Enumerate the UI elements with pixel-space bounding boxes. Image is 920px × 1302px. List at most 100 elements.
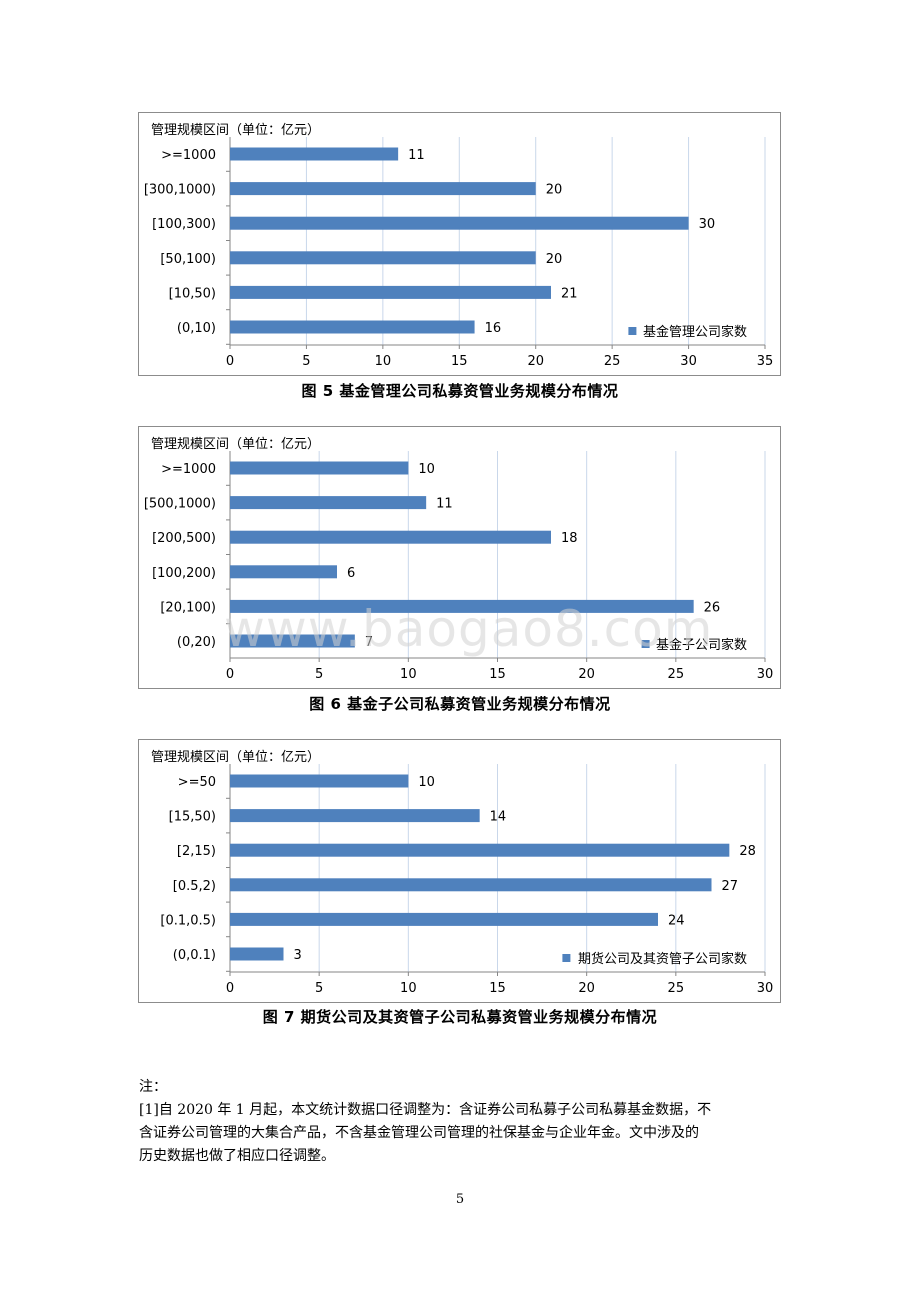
legend-swatch: [641, 640, 650, 648]
page-number: 5: [455, 1192, 465, 1207]
chart-title: 管理规模区间（单位：亿元）: [151, 123, 320, 138]
tick-label: 35: [757, 354, 774, 369]
chart-title: 管理规模区间（单位：亿元）: [151, 750, 320, 765]
notes: 注： [1]自 2020 年 1 月起，本文统计数据口径调整为：含证券公司私募子…: [139, 1076, 782, 1168]
data-label: 16: [485, 321, 502, 336]
tick-label: 25: [668, 667, 685, 682]
category-label: [100,200): [152, 566, 216, 581]
data-label: 24: [668, 913, 685, 928]
category-label: [200,500): [152, 531, 216, 546]
legend-label: 基金子公司家数: [656, 637, 747, 653]
chart-fig7: 管理规模区间（单位：亿元） >=50 10 [15,50) 14 [2,15) 28 [0.5…: [138, 739, 781, 1003]
data-label: 11: [436, 497, 453, 512]
bar: [230, 599, 694, 613]
data-label: 14: [490, 810, 507, 825]
chart-fig7-caption: 图 7 期货公司及其资管子公司私募资管业务规模分布情况: [262, 1008, 658, 1026]
bar: [230, 634, 355, 648]
data-label: 20: [546, 183, 563, 198]
chart-fig5-svg: 管理规模区间（单位：亿元） >=1000 11 [300,1000) 20 [100,30…: [144, 123, 774, 369]
tick-label: 10: [375, 354, 392, 369]
category-label: [500,1000): [144, 497, 216, 512]
data-label: 11: [408, 148, 425, 163]
notes-line-2: 含证券公司管理的大集合产品，不含基金管理公司管理的社保基金与企业年金。文中涉及的: [139, 1125, 699, 1141]
tick-label: 15: [489, 981, 506, 996]
bar: [230, 774, 409, 788]
tick-label: 20: [578, 981, 595, 996]
bar: [230, 809, 480, 823]
data-label: 10: [418, 462, 435, 477]
tick-label: 10: [400, 981, 417, 996]
data-label: 18: [561, 531, 578, 546]
bar: [230, 912, 658, 926]
chart-fig6: 管理规模区间（单位：亿元） >=1000 10 [500,1000) 11 [200,50…: [138, 426, 781, 689]
bar: [230, 878, 712, 892]
chart-fig6-svg: 管理规模区间（单位：亿元） >=1000 10 [500,1000) 11 [200,50…: [144, 437, 774, 682]
category-label: [2,15): [177, 844, 216, 859]
category-label: (0,10): [177, 321, 216, 336]
tick-label: 0: [226, 981, 234, 996]
tick-label: 5: [302, 354, 310, 369]
bar: [230, 216, 689, 230]
data-label: 30: [699, 217, 716, 232]
category-label: [20,100): [160, 600, 216, 615]
chart-fig5: 管理规模区间（单位：亿元） >=1000 11 [300,1000) 20 [100,30…: [138, 112, 781, 376]
tick-label: 5: [315, 667, 323, 682]
chart-fig6-caption: 图 6 基金子公司私募资管业务规模分布情况: [309, 695, 611, 713]
chart-title: 管理规模区间（单位：亿元）: [151, 437, 320, 452]
notes-line-3: 历史数据也做了相应口径调整。: [139, 1148, 335, 1164]
bar: [230, 251, 536, 265]
category-label: (0,20): [177, 635, 216, 650]
data-label: 28: [739, 844, 756, 859]
bar: [230, 565, 337, 579]
bar: [230, 843, 730, 857]
tick-label: 10: [400, 667, 417, 682]
bar: [230, 285, 551, 299]
category-label: [15,50): [169, 810, 216, 825]
tick-label: 20: [527, 354, 544, 369]
data-label: 26: [704, 600, 721, 615]
data-label: 10: [418, 775, 435, 790]
tick-label: 0: [226, 354, 234, 369]
category-label: [50,100): [160, 252, 216, 267]
chart-fig5-caption: 图 5 基金管理公司私募资管业务规模分布情况: [301, 382, 619, 400]
tick-label: 15: [451, 354, 468, 369]
bar: [230, 320, 475, 334]
data-label: 20: [546, 252, 563, 267]
category-label: >=1000: [161, 462, 216, 477]
data-label: 6: [347, 566, 355, 581]
legend-label: 基金管理公司家数: [643, 324, 747, 340]
category-label: [10,50): [169, 286, 216, 301]
tick-label: 25: [668, 981, 685, 996]
category-label: >=50: [178, 775, 216, 790]
tick-label: 0: [226, 667, 234, 682]
category-label: (0,0.1): [173, 948, 216, 963]
bar: [230, 461, 409, 475]
category-label: [0.1,0.5): [160, 913, 216, 928]
data-label: 27: [722, 879, 739, 894]
bar: [230, 147, 399, 161]
tick-label: 25: [604, 354, 621, 369]
tick-label: 30: [757, 667, 774, 682]
bar: [230, 182, 536, 196]
category-label: [0.5,2): [173, 879, 216, 894]
bar: [230, 530, 551, 544]
category-label: >=1000: [161, 148, 216, 163]
data-label: 7: [365, 635, 373, 650]
tick-label: 5: [315, 981, 323, 996]
tick-label: 20: [578, 667, 595, 682]
tick-label: 15: [489, 667, 506, 682]
legend-swatch: [628, 327, 637, 335]
data-label: 3: [294, 948, 302, 963]
data-label: 21: [561, 286, 578, 301]
legend-swatch: [562, 954, 571, 962]
chart-fig7-svg: 管理规模区间（单位：亿元） >=50 10 [15,50) 14 [2,15) 28 [0.5…: [151, 750, 774, 996]
notes-heading: 注：: [139, 1079, 167, 1095]
legend-label: 期货公司及其资管子公司家数: [578, 951, 747, 967]
tick-label: 30: [680, 354, 697, 369]
tick-label: 30: [757, 981, 774, 996]
notes-line-1: [1]自 2020 年 1 月起，本文统计数据口径调整为：含证券公司私募子公司私…: [139, 1102, 712, 1118]
category-label: [300,1000): [144, 183, 216, 198]
category-label: [100,300): [152, 217, 216, 232]
bar: [230, 496, 427, 510]
bar: [230, 947, 284, 961]
